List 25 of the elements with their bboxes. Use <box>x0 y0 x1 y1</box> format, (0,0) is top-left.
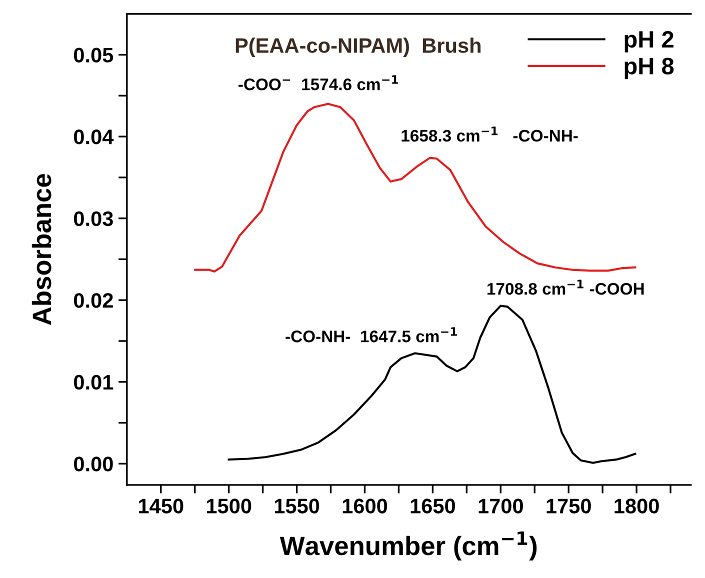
y-tick-label: 0.00 <box>74 456 113 472</box>
line-series <box>194 102 636 273</box>
annotation: 1708.8 cm$^{−1}$ -COOH <box>487 280 644 295</box>
x-tick-label: 1700 <box>478 498 523 514</box>
y-tick-label: 0.05 <box>74 48 114 63</box>
x-axis-title: Wavenumber (cm$^{−1}$) <box>280 531 537 560</box>
annotation: -CO-NH- 1647.5 cm$^{−1}$ <box>286 327 457 342</box>
x-tick-label: 1450 <box>139 498 184 514</box>
x-tick-label: 1750 <box>546 498 591 514</box>
x-tick-label: 1550 <box>274 498 320 514</box>
y-tick-label: 0.04 <box>74 130 114 144</box>
legend-label: pH 2 <box>624 31 674 52</box>
y-tick-label: 0.03 <box>74 211 113 226</box>
annotation: -COO$^{−}$ 1574.6 cm$^{−1}$ <box>238 75 398 90</box>
legend-label: pH 8 <box>624 58 674 80</box>
x-tick-label: 1800 <box>614 498 659 514</box>
x-tick-label: 1500 <box>206 498 252 514</box>
x-tick-label: 1650 <box>410 498 456 514</box>
text: 1658.3 cm$^{−1}$ -CO-NH- <box>402 126 578 142</box>
text: P(EAA-co-NIPAM) Brush <box>236 38 481 58</box>
y-axis-title: Absorbance <box>32 174 52 325</box>
y-tick-label: 0.02 <box>74 293 113 308</box>
line-series <box>228 304 636 464</box>
x-tick-label: 1600 <box>342 498 388 514</box>
y-tick-label: 0.01 <box>74 374 114 390</box>
